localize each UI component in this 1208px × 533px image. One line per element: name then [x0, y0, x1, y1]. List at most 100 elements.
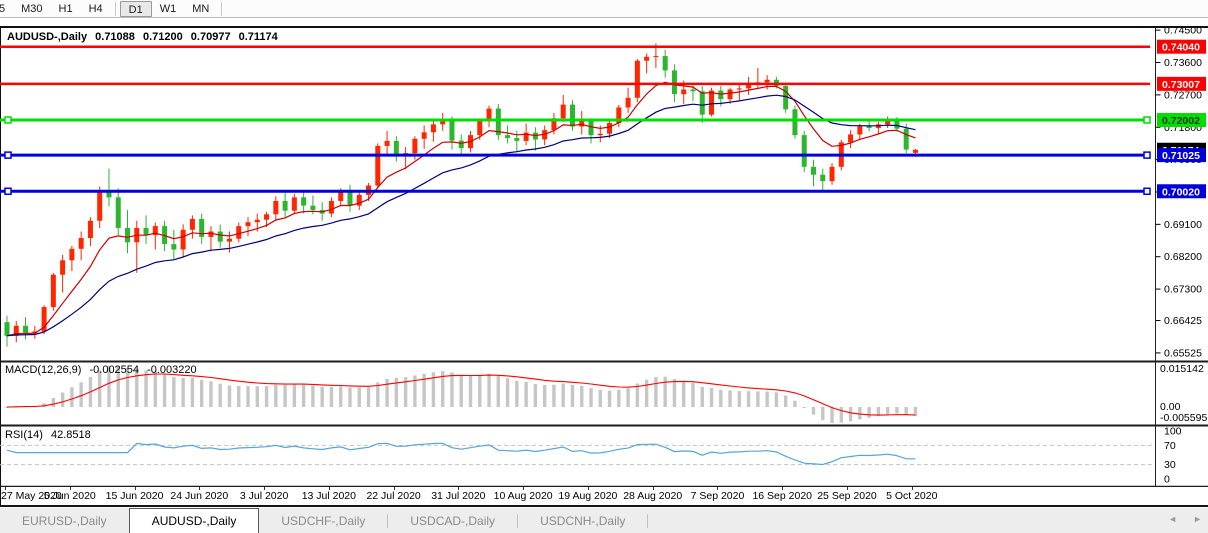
candle-bear[interactable] — [514, 138, 520, 141]
tab-usdchf-daily[interactable]: USDCHF-,Daily — [281, 513, 366, 528]
candle-bull[interactable] — [681, 89, 687, 95]
candle-bull[interactable] — [634, 60, 640, 98]
candle-bull[interactable] — [885, 119, 891, 125]
candle-bull[interactable] — [41, 307, 47, 332]
candle-bull[interactable] — [523, 132, 529, 141]
candle-bull[interactable] — [264, 214, 270, 220]
price-chart-canvas[interactable]: 0.745000.736000.727000.718000.709000.700… — [0, 28, 1208, 487]
candle-bear[interactable] — [718, 90, 724, 100]
candle-bull[interactable] — [60, 260, 66, 275]
candle-bear[interactable] — [820, 174, 826, 182]
candle-bull[interactable] — [254, 219, 260, 223]
tab-usdcnh-daily[interactable]: USDCNH-,Daily — [540, 513, 626, 528]
candle-bull[interactable] — [848, 134, 854, 143]
timeframe-button-m30[interactable]: M30 — [21, 2, 43, 15]
candle-bull[interactable] — [727, 89, 733, 100]
candle-bull[interactable] — [597, 133, 603, 136]
level-line-handle[interactable] — [1143, 187, 1151, 196]
candle-bull[interactable] — [764, 79, 770, 83]
candle-bull[interactable] — [384, 140, 390, 146]
timeframe-button-w1[interactable]: W1 — [159, 2, 177, 15]
timeframe-button-h1[interactable]: H1 — [58, 2, 73, 15]
candle-bull[interactable] — [180, 229, 186, 250]
candle-bear[interactable] — [662, 56, 668, 71]
candle-bear[interactable] — [505, 135, 511, 139]
ma-slow-line[interactable] — [6, 94, 916, 337]
candle-bull[interactable] — [13, 325, 19, 336]
level-line-handle[interactable] — [1143, 151, 1151, 159]
candle-bull[interactable] — [607, 122, 613, 134]
candle-bull[interactable] — [486, 108, 492, 121]
candle-bear[interactable] — [301, 197, 307, 206]
candle-bull[interactable] — [709, 90, 715, 115]
candle-bull[interactable] — [644, 56, 650, 61]
candle-bear[interactable] — [783, 85, 789, 110]
timeframe-button-mn[interactable]: MN — [192, 2, 210, 15]
candle-bull[interactable] — [653, 56, 659, 58]
candle-bear[interactable] — [125, 227, 131, 243]
candle-bull[interactable] — [236, 226, 242, 239]
timeframe-button-m5[interactable]: 5 — [0, 2, 6, 15]
candle-bull[interactable] — [421, 132, 427, 139]
candle-bear[interactable] — [671, 70, 677, 95]
candle-bull[interactable] — [746, 83, 752, 89]
candle-bear[interactable] — [903, 128, 909, 150]
candle-bull[interactable] — [430, 124, 436, 133]
candle-bull[interactable] — [829, 166, 835, 182]
candle-bull[interactable] — [78, 238, 84, 249]
level-line-handle[interactable] — [4, 116, 12, 124]
candle-bull[interactable] — [208, 231, 214, 237]
candle-bull[interactable] — [189, 218, 195, 230]
candle-bull[interactable] — [245, 222, 251, 227]
candle-bull[interactable] — [857, 126, 863, 135]
timeframe-button-h4[interactable]: H4 — [88, 2, 103, 15]
candle-bear[interactable] — [171, 244, 177, 250]
candle-bear[interactable] — [23, 325, 29, 334]
candle-bull[interactable] — [477, 120, 483, 136]
timeframe-button-d1[interactable]: D1 — [119, 0, 152, 17]
candle-bull[interactable] — [226, 238, 232, 242]
candle-bear[interactable] — [588, 121, 594, 136]
candle-bear[interactable] — [143, 227, 149, 236]
candle-bear[interactable] — [310, 205, 316, 210]
candle-bear[interactable] — [4, 322, 10, 336]
candle-bull[interactable] — [97, 191, 103, 221]
candle-bull[interactable] — [551, 118, 557, 131]
candle-bear[interactable] — [495, 108, 501, 136]
candle-bull[interactable] — [69, 248, 75, 261]
candle-bull[interactable] — [356, 194, 362, 206]
candle-bull[interactable] — [291, 197, 297, 211]
candle-bull[interactable] — [625, 97, 631, 108]
candle-bull[interactable] — [912, 149, 918, 153]
candle-bear[interactable] — [801, 135, 807, 167]
candle-bull[interactable] — [273, 200, 279, 215]
tabs-scroll-left-icon[interactable]: ◄ — [1168, 514, 1178, 524]
candle-bear[interactable] — [347, 191, 353, 206]
tabs-scroll-right-icon[interactable]: ► — [1193, 514, 1202, 524]
candle-bear[interactable] — [810, 166, 816, 175]
candle-bull[interactable] — [736, 88, 742, 90]
candle-bear[interactable] — [217, 231, 223, 242]
candle-bear[interactable] — [282, 200, 288, 211]
candle-bull[interactable] — [50, 274, 56, 308]
candle-bear[interactable] — [894, 119, 900, 129]
ma-fast-line[interactable] — [6, 81, 916, 337]
candle-bull[interactable] — [616, 107, 622, 123]
candle-bull[interactable] — [440, 121, 446, 125]
candle-bear[interactable] — [393, 140, 399, 156]
candle-bear[interactable] — [690, 89, 696, 92]
candle-bear[interactable] — [199, 218, 205, 237]
tab-usdcad-daily[interactable]: USDCAD-,Daily — [410, 513, 496, 528]
candle-bull[interactable] — [560, 104, 566, 119]
candle-bull[interactable] — [328, 200, 334, 214]
level-line-handle[interactable] — [1143, 116, 1151, 124]
tab-eurusd-daily[interactable]: EURUSD-,Daily — [22, 513, 107, 528]
candle-bull[interactable] — [152, 226, 158, 236]
tab-audusd-daily[interactable]: AUDUSD-,Daily — [128, 508, 260, 533]
candle-bear[interactable] — [115, 197, 121, 228]
level-line-handle[interactable] — [4, 187, 12, 196]
level-line-handle[interactable] — [4, 151, 12, 159]
candle-bear[interactable] — [866, 126, 872, 128]
candle-bear[interactable] — [792, 109, 798, 136]
candle-bull[interactable] — [412, 138, 418, 154]
